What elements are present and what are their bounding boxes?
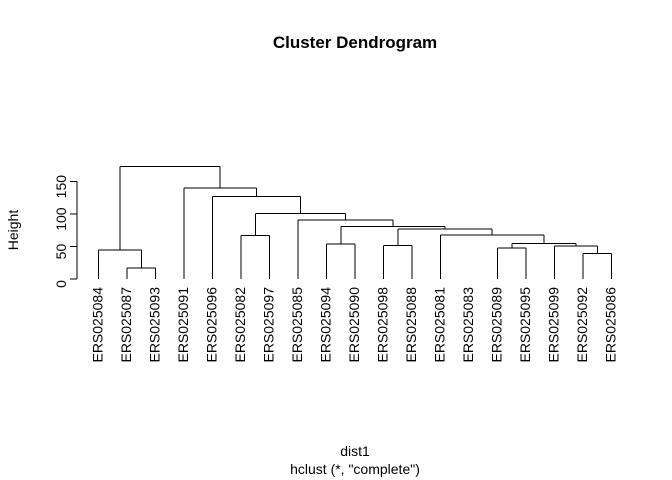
leaf-label: ERS025099 bbox=[546, 287, 562, 363]
chart-title: Cluster Dendrogram bbox=[273, 33, 437, 52]
leaf-label: ERS025084 bbox=[90, 287, 106, 363]
leaf-label: ERS025086 bbox=[603, 287, 619, 363]
leaf-label: ERS025082 bbox=[232, 287, 248, 363]
leaf-label: ERS025091 bbox=[175, 287, 191, 363]
leaf-label: ERS025088 bbox=[403, 287, 419, 363]
leaf-label: ERS025098 bbox=[375, 287, 391, 363]
leaf-label: ERS025097 bbox=[261, 287, 277, 363]
leaf-label: ERS025092 bbox=[574, 287, 590, 363]
y-tick-label: 150 bbox=[53, 175, 69, 199]
leaf-label: ERS025090 bbox=[346, 287, 362, 363]
x-axis-label: dist1 bbox=[340, 443, 370, 459]
dendrogram-marks: 0 50 100 150 ERS025084 ERS025087 ERS025093 ERS0… bbox=[53, 166, 619, 363]
leaf-label: ERS025096 bbox=[204, 287, 220, 363]
leaf-label: ERS025093 bbox=[147, 287, 163, 363]
y-tick-label: 100 bbox=[53, 207, 69, 231]
y-axis-label: Height bbox=[5, 210, 21, 251]
chart-subtitle: hclust (*, "complete") bbox=[290, 461, 420, 477]
leaf-label: ERS025083 bbox=[460, 287, 476, 363]
leaf-label: ERS025081 bbox=[432, 287, 448, 363]
leaf-label: ERS025085 bbox=[289, 287, 305, 363]
leaf-label: ERS025094 bbox=[318, 287, 334, 363]
y-tick-label: 50 bbox=[53, 244, 69, 260]
leaf-label: ERS025095 bbox=[517, 287, 533, 363]
leaf-label: ERS025089 bbox=[489, 287, 505, 363]
y-tick-label: 0 bbox=[53, 280, 69, 288]
leaf-label: ERS025087 bbox=[118, 287, 134, 363]
